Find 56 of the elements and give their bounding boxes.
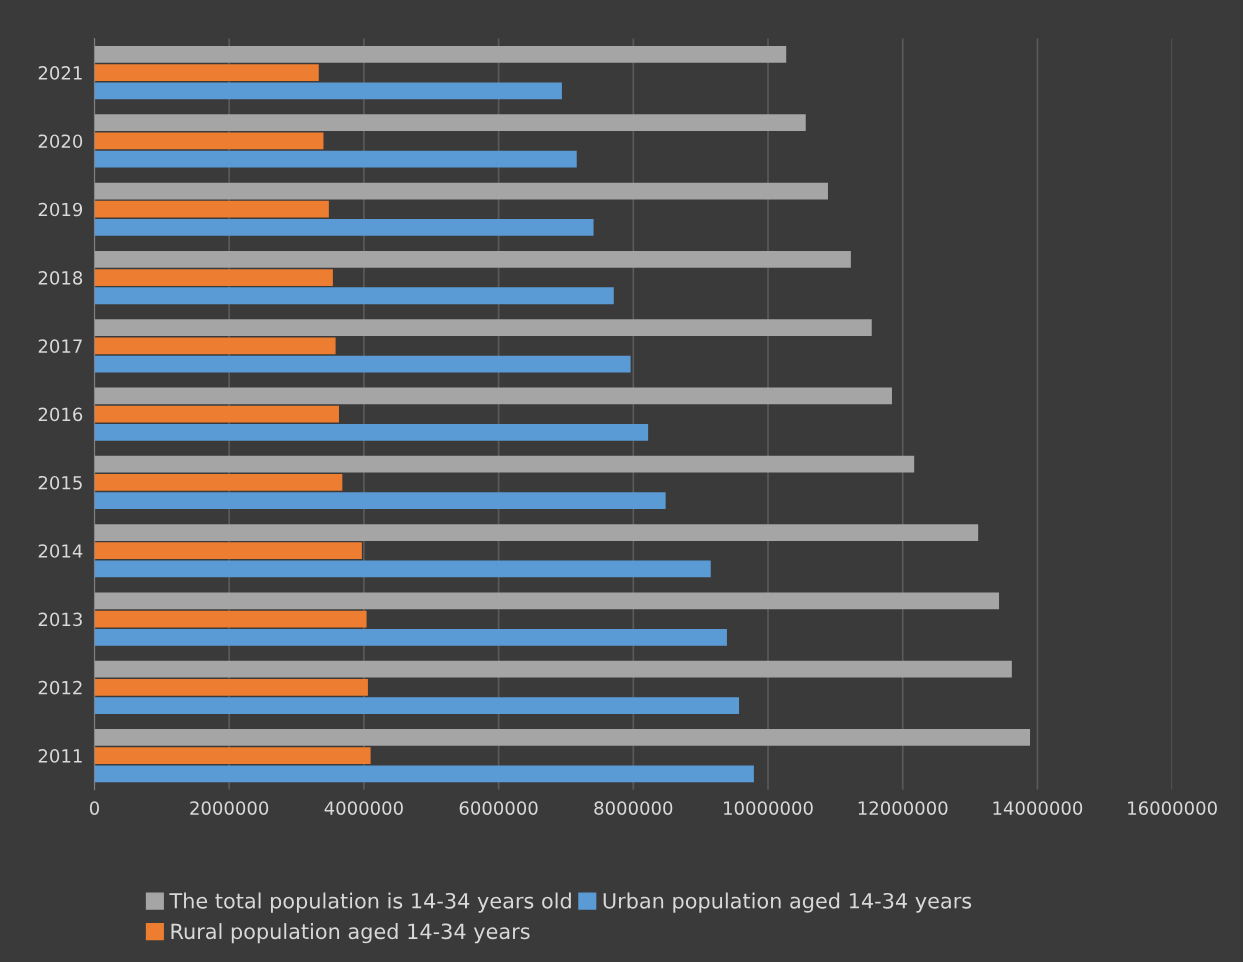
bar	[94, 269, 333, 286]
bar	[94, 337, 336, 355]
x-tick-label: 12000000	[858, 801, 948, 815]
bar	[94, 405, 339, 423]
bar	[94, 355, 631, 373]
bar	[94, 660, 1012, 678]
bar	[94, 82, 562, 100]
bar	[94, 455, 915, 473]
y-tick-label: 2014	[38, 544, 83, 558]
y-tick-label: 2019	[38, 202, 83, 217]
bar	[94, 319, 872, 336]
bar	[94, 492, 666, 510]
bar	[94, 610, 367, 628]
y-tick-label: 2015	[38, 475, 82, 490]
bar	[94, 560, 711, 578]
legend-label: The total population is 14-34 years old	[169, 892, 571, 913]
bar	[94, 287, 614, 305]
y-tick-label: 2021	[38, 66, 82, 80]
bar	[94, 628, 727, 646]
bar	[94, 150, 577, 168]
bar	[94, 46, 787, 63]
bar	[94, 114, 806, 132]
x-tick-label: 0	[89, 801, 100, 815]
x-tick-label: 6000000	[459, 801, 538, 815]
bar	[94, 697, 740, 714]
bar	[94, 729, 1031, 746]
bar	[94, 200, 329, 218]
bar	[94, 423, 649, 441]
legend-label: Rural population aged 14-34 years	[171, 923, 530, 944]
bar	[94, 524, 979, 541]
x-tick-label: 10000000	[724, 801, 813, 815]
x-tick-label: 14000000	[993, 801, 1083, 815]
bar	[94, 387, 892, 405]
y-tick-label: 2018	[38, 271, 83, 285]
bar	[94, 250, 851, 268]
y-tick-label: 2016	[38, 407, 83, 422]
x-tick-label: 2000000	[190, 801, 269, 815]
bar	[94, 747, 371, 765]
bar	[94, 678, 368, 696]
bar	[94, 592, 1000, 610]
bar	[94, 542, 362, 560]
x-tick-label: 4000000	[324, 801, 403, 815]
bar	[94, 182, 828, 200]
x-tick-label: 16000000	[1128, 801, 1217, 815]
bar	[94, 219, 594, 236]
y-tick-label: 2020	[38, 134, 83, 149]
bar	[94, 132, 324, 150]
y-tick-label: 2017	[38, 339, 82, 353]
bar	[94, 765, 754, 783]
x-tick-label: 8000000	[594, 801, 673, 815]
bar	[94, 64, 319, 82]
bar	[94, 474, 343, 491]
legend-label: Urban population aged 14-34 years	[603, 892, 972, 913]
y-tick-label: 2012	[38, 680, 82, 695]
y-tick-label: 2011	[38, 749, 82, 763]
y-tick-label: 2013	[38, 612, 82, 627]
